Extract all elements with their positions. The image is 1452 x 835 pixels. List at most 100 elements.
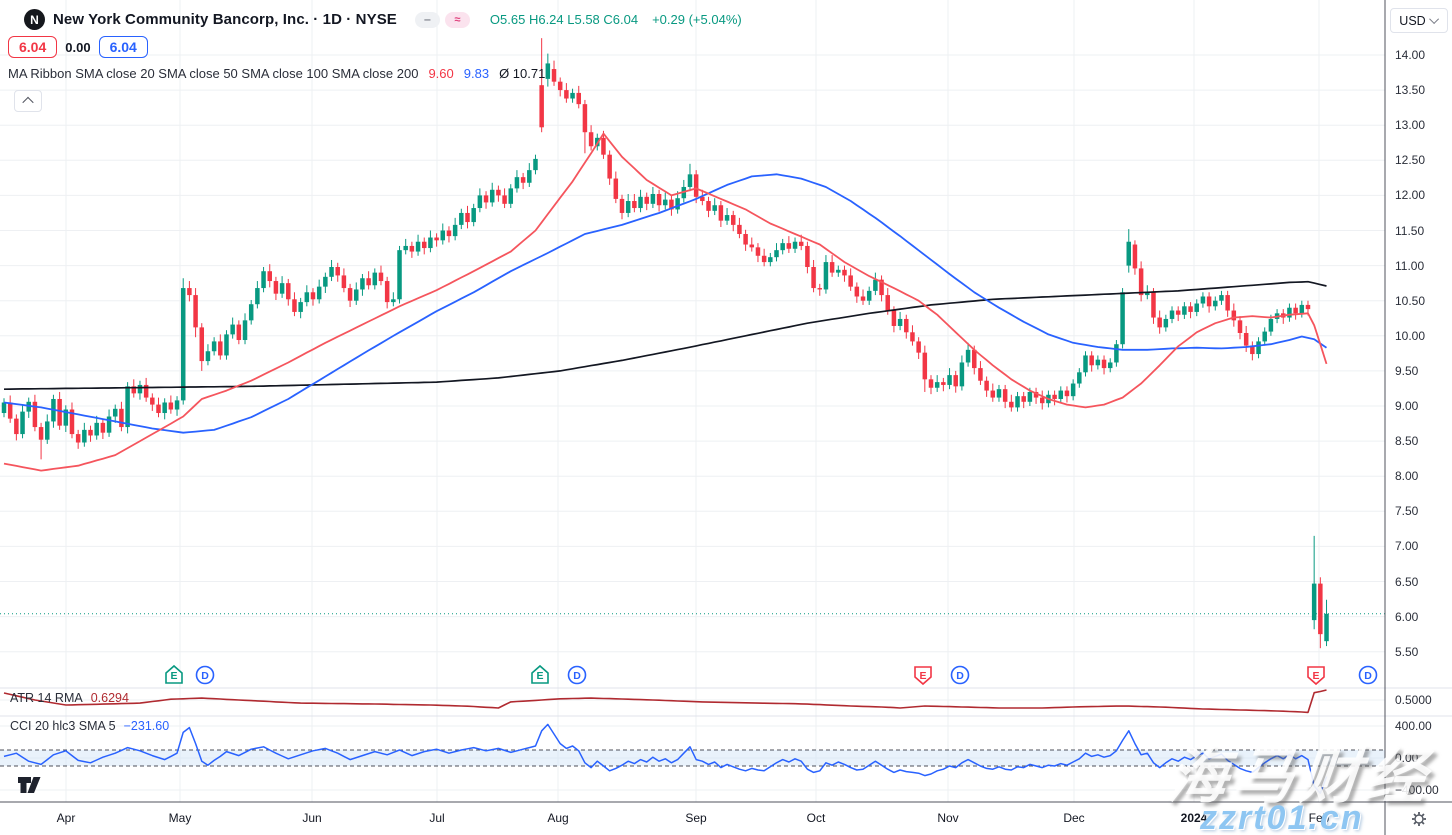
sell-button[interactable]: 6.04 [8,36,58,58]
earnings-badge[interactable]: E [531,664,549,684]
collapse-legend-button[interactable] [14,90,42,112]
price-axis-tick[interactable]: 8.00 [1395,469,1419,484]
candle-body [1206,296,1212,307]
candle-body [131,386,137,394]
candle-body [910,332,915,342]
price-axis-tick[interactable]: 12.00 [1395,188,1426,203]
cci-pane-legend[interactable]: CCI 20 hlc3 SMA 5 −231.60 [10,719,169,733]
dividend-badge[interactable]: D [950,665,970,685]
time-axis-tick[interactable]: Oct [806,811,826,825]
candle-body [737,224,742,235]
dividend-badge[interactable]: D [195,665,215,685]
badge-letter: D [573,670,581,682]
candle-body [1070,383,1076,397]
candle-body [836,269,841,273]
candle-body [1132,244,1138,269]
symbol-row[interactable]: N New York Community Bancorp, Inc. · 1D … [24,9,742,30]
candle-body [137,384,143,394]
tradingview-logo[interactable] [16,774,48,796]
cci-axis-tick[interactable]: 400.00 [1395,719,1432,733]
candle-body [1225,295,1230,311]
price-axis-tick[interactable]: 9.50 [1395,363,1419,378]
candle-body [632,201,637,209]
price-axis-tick[interactable]: 13.50 [1395,83,1426,98]
time-axis-tick[interactable]: Feb [1308,811,1330,825]
cci-axis-tick[interactable]: 0.00 [1395,751,1419,765]
time-axis-tick[interactable]: Nov [937,811,959,825]
candle-body [316,286,322,300]
price-axis-tick[interactable]: 10.50 [1395,293,1426,308]
candle-body [335,267,340,276]
candle-body [588,132,594,147]
candle-body [1089,355,1094,366]
candle-body [693,174,699,197]
candle-body [496,189,501,196]
time-axis-settings-gear-icon[interactable] [1412,812,1426,826]
cci-label[interactable]: CCI 20 hlc3 SMA 5 [10,719,116,733]
candle-body [143,384,149,398]
time-axis-tick[interactable]: Apr [56,811,76,825]
price-axis-tick[interactable]: 6.00 [1395,609,1419,624]
ma-ribbon-legend-row[interactable]: MA Ribbon SMA close 20 SMA close 50 SMA … [8,66,545,81]
approx-pill-icon[interactable]: ≈ [444,11,470,28]
candle-body [1311,583,1317,621]
buy-button[interactable]: 6.04 [98,36,148,58]
candle-body [1169,310,1175,319]
price-axis-tick[interactable]: 12.50 [1395,153,1426,168]
price-axis-tick[interactable]: 9.00 [1395,399,1419,413]
price-axis-tick[interactable]: 5.50 [1395,644,1419,659]
minus-pill-icon[interactable]: ‒ [414,11,440,28]
price-axis-tick[interactable]: 6.50 [1395,574,1419,589]
candle-body [218,341,223,356]
time-axis-tick[interactable]: Sep [685,811,707,825]
candle-body [934,382,940,388]
candle-body [1107,362,1113,369]
time-axis-tick[interactable]: Jun [302,811,322,825]
price-axis-tick[interactable]: 10.00 [1395,328,1426,343]
time-axis-tick[interactable]: May [168,811,192,825]
price-axis-tick[interactable]: 13.00 [1395,118,1426,133]
candle-body [1219,295,1224,301]
time-axis-tick[interactable]: Aug [547,811,569,825]
candle-body [749,244,755,248]
time-axis-tick[interactable]: Dec [1063,811,1085,825]
price-axis-tick[interactable]: 14.00 [1395,48,1426,62]
candle-body [261,271,266,289]
dividend-badge[interactable]: D [567,665,587,685]
candle-body [669,199,674,210]
cci-axis-tick[interactable]: −400.00 [1395,783,1439,797]
price-axis-tick[interactable]: 11.00 [1395,258,1425,273]
candle-body [959,362,965,387]
candle-body [1299,304,1305,314]
candle-body [774,250,779,258]
symbol-title[interactable]: New York Community Bancorp, Inc. · 1D · … [53,11,397,28]
earnings-badge[interactable]: E [1307,666,1325,686]
candle-body [1027,391,1033,402]
earnings-badge[interactable]: E [914,666,932,686]
price-axis-tick[interactable]: 11.50 [1395,223,1425,238]
time-axis-tick[interactable]: 2024 [1180,811,1208,825]
candle-body [20,411,25,435]
candle-body [625,201,631,213]
candle-body [965,349,971,363]
atr-pane-legend[interactable]: ATR 14 RMA 0.6294 [10,691,129,705]
atr-label[interactable]: ATR 14 RMA [10,691,83,705]
price-axis-tick[interactable]: 8.50 [1395,434,1419,449]
earnings-badge[interactable]: E [165,664,183,684]
candle-body [817,288,823,290]
candle-body [391,299,396,303]
candle-body [1175,310,1181,315]
ma-ribbon-label[interactable]: MA Ribbon SMA close 20 SMA close 50 SMA … [8,66,419,81]
currency-selector[interactable]: USD [1390,8,1448,33]
flag-up-icon [531,664,549,684]
price-axis-tick[interactable]: 7.50 [1395,504,1419,519]
candle-body [780,243,785,251]
time-axis-tick[interactable]: Jul [429,811,445,825]
dividend-badge[interactable]: D [1358,665,1378,685]
price-axis-tick[interactable]: 7.00 [1395,539,1419,554]
atr-axis-tick[interactable]: 0.5000 [1395,693,1432,707]
candle-body [607,154,612,179]
candle-body [656,193,662,206]
badge-letter: E [170,670,177,682]
